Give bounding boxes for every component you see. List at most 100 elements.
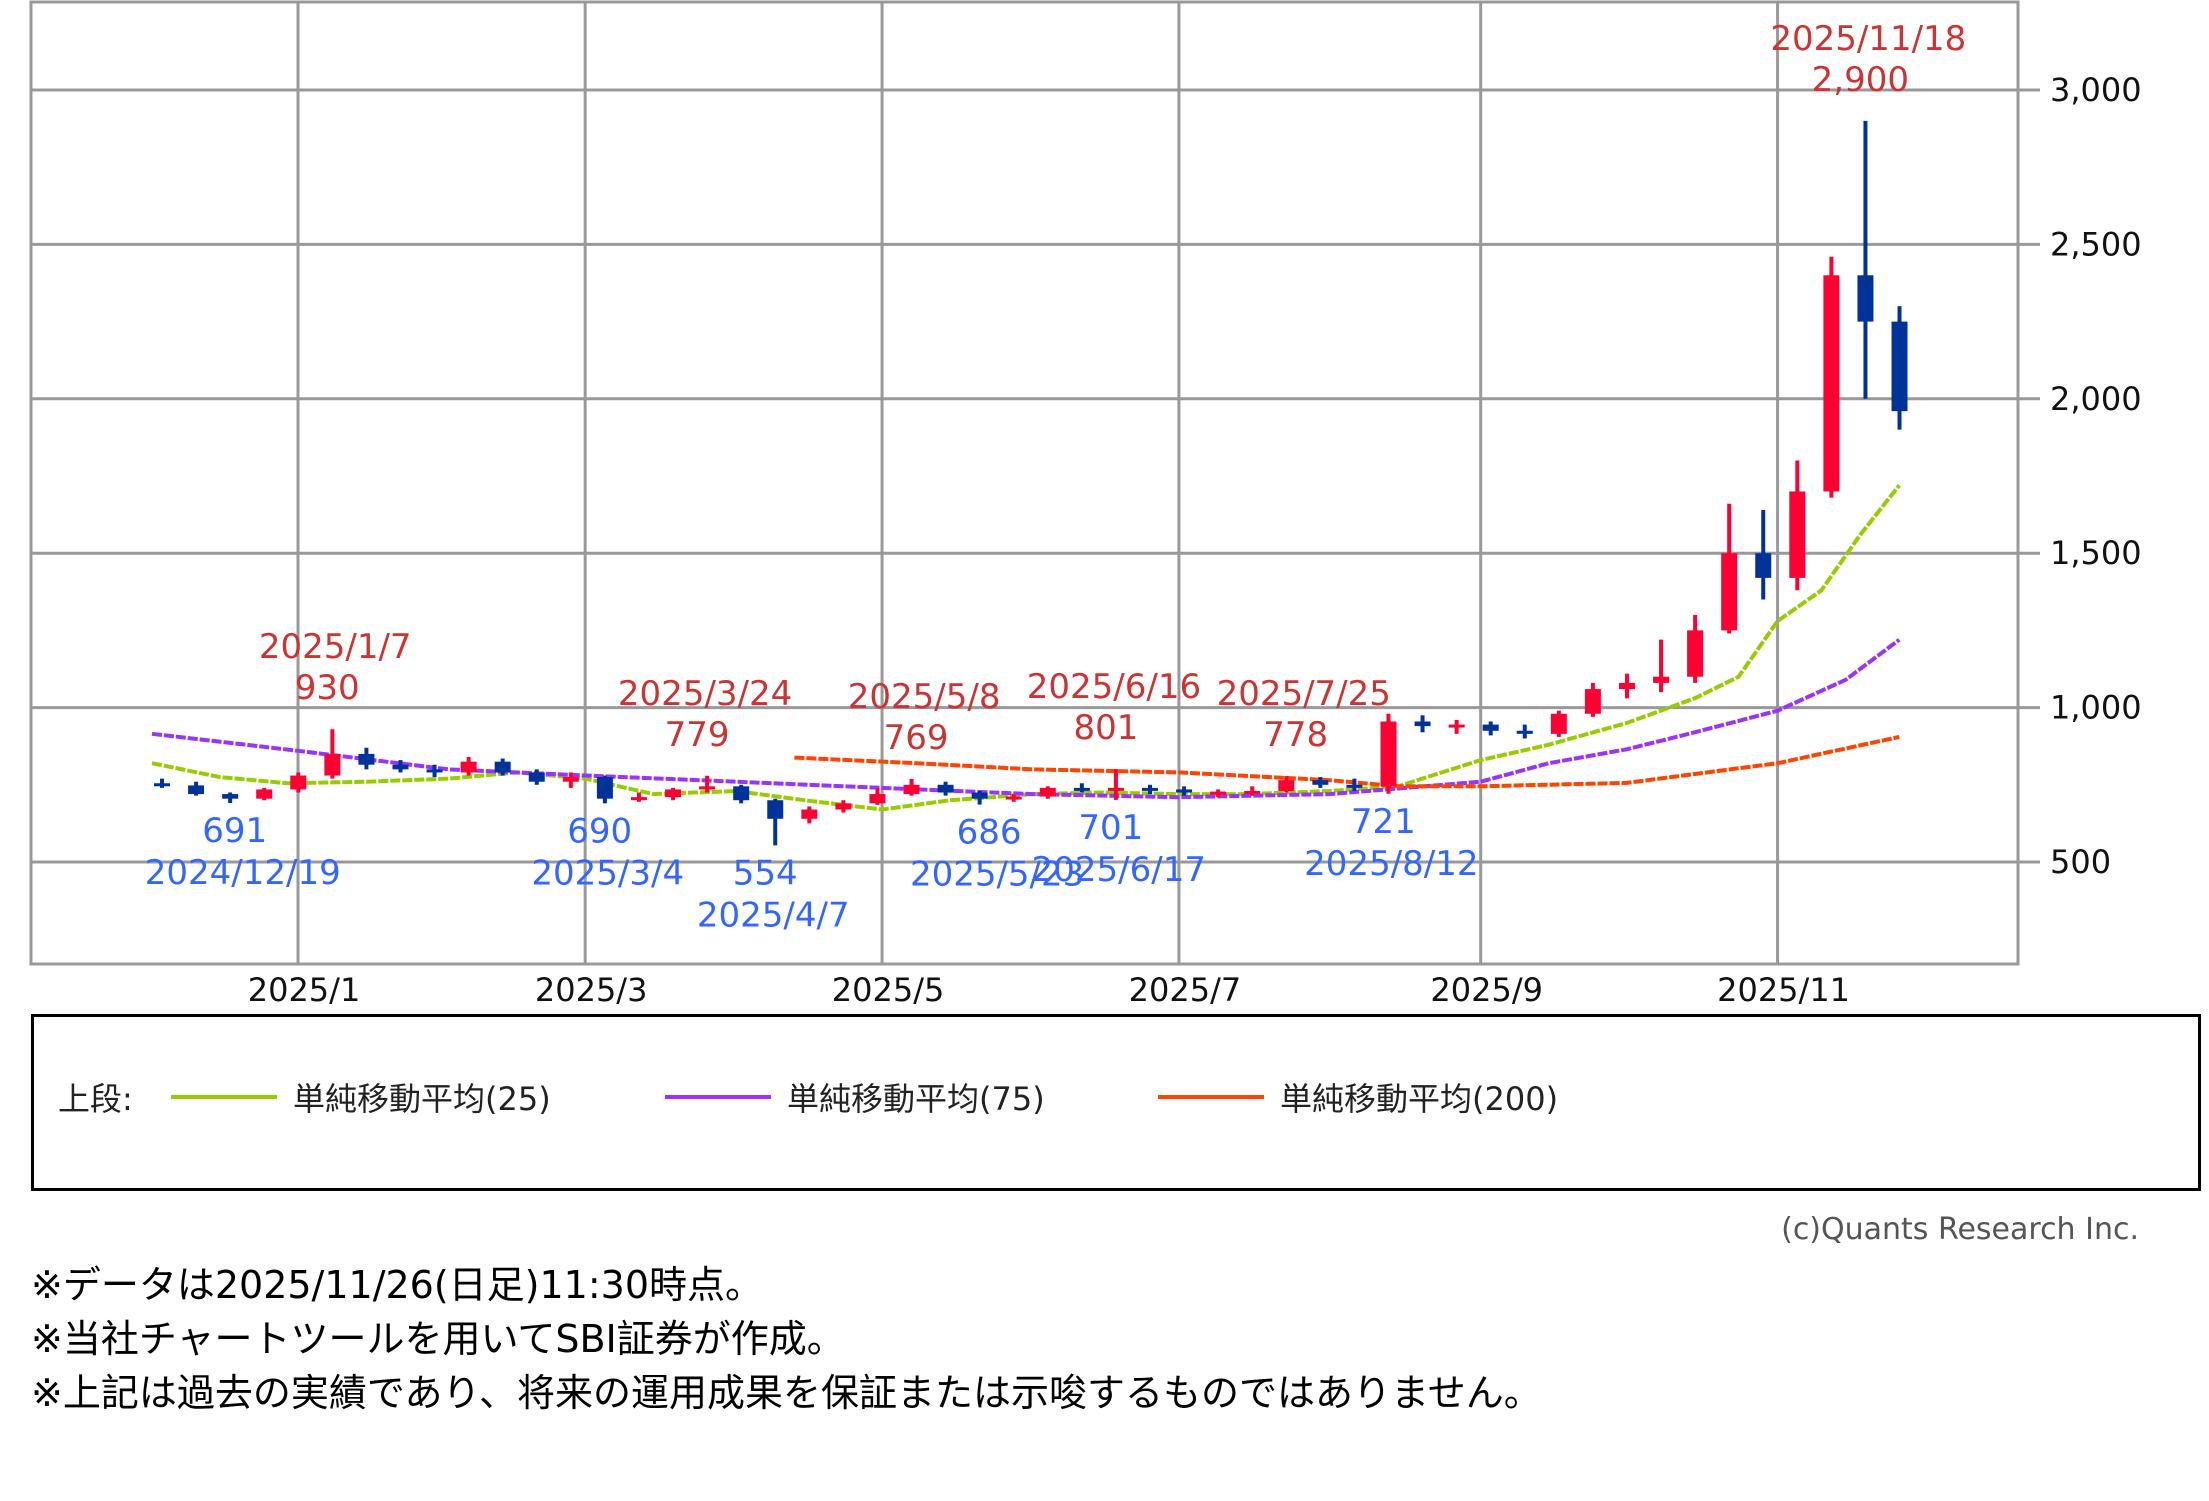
high-value-label: 930 [295,668,360,708]
low-date-label: 2025/5/23 [910,855,1084,895]
candle [699,775,716,793]
candle [1073,783,1090,793]
candle [1891,306,1908,430]
high-value-label: 778 [1263,715,1328,755]
candle [596,775,613,804]
x-tick-label: 2025/9 [1430,971,1543,1009]
candle-body [971,792,988,799]
legend-line-ma200 [1158,1095,1264,1099]
candle [1278,776,1295,793]
low-value-label: 690 [567,811,632,851]
x-tick-label: 2025/11 [1717,971,1850,1009]
candle-body [528,772,545,782]
candle-body [1755,553,1772,578]
legend-prefix: 上段: [58,1080,133,1118]
candle [630,792,647,802]
legend-label-ma25: 単純移動平均(25) [293,1080,551,1118]
candle [937,781,954,796]
low-date-label: 2025/3/4 [531,853,684,893]
high-date-label: 2025/11/18 [1770,19,1966,59]
candle [1448,719,1465,734]
candle-body [392,764,409,770]
candle [494,758,511,776]
candle [1005,794,1022,802]
low-value-label: 554 [733,853,798,893]
high-value-label: 769 [884,718,949,758]
candle-body [154,783,170,787]
y-tick-label: 2,500 [2050,225,2142,263]
candle-body [1823,275,1840,492]
candle [869,787,886,805]
legend: 上段: 単純移動平均(25) 単純移動平均(75) 単純移動平均(200) [31,1014,2201,1191]
low-value-label: 691 [202,811,267,851]
candle-body [1414,721,1431,727]
candle [1618,673,1635,699]
candle [528,769,545,785]
candle [733,784,750,804]
candle-body [460,761,477,773]
legend-line-ma75 [665,1095,771,1099]
y-tick-label: 1,500 [2050,534,2142,572]
candle [1516,724,1533,739]
candle-body [596,777,613,799]
candle-body [1005,796,1022,800]
candle [1653,639,1670,693]
candle [835,800,852,813]
candle [665,787,682,801]
candle-body [1312,780,1329,785]
candle-body [1687,630,1704,677]
candle [1755,509,1772,600]
candle [358,747,375,770]
y-tick-label: 500 [2050,843,2111,881]
candle [426,764,443,778]
candle-body [1073,787,1090,791]
legend-line-ma25 [171,1095,277,1099]
copyright: (c)Quants Research Inc. [1781,1212,2139,1247]
candle-body [1448,724,1465,728]
candle [1584,682,1601,717]
high-value-label: 779 [665,715,730,755]
candle-body [1857,275,1874,322]
high-date-label: 2025/5/8 [848,677,1001,717]
note-tool-source: ※当社チャートツールを用いてSBI証券が作成。 [31,1317,845,1361]
candle [1857,120,1874,399]
candle-body [1380,721,1397,787]
candle-body [222,794,239,799]
moving-average-ma25 [151,484,1901,812]
candle [1142,784,1159,795]
low-value-label: 701 [1078,808,1143,848]
candle-body [256,789,273,799]
x-tick-label: 2025/3 [535,971,648,1009]
candle-body [835,803,852,810]
candle [767,798,784,846]
candle [1721,503,1738,634]
y-tick-label: 2,000 [2050,380,2142,418]
candle-body [1176,789,1193,793]
low-date-label: 2025/6/17 [1032,850,1206,890]
candle-body [1107,787,1124,791]
high-low-annotations: 9302025/1/77792025/3/247692025/5/8801202… [145,19,1967,935]
candle-body [494,761,511,773]
candle-body [1482,724,1499,731]
candle [1107,769,1124,800]
candle [324,729,341,779]
stock-price-chart: 9302025/1/77792025/3/247692025/5/8801202… [29,0,2142,1009]
candle-body [1346,784,1363,788]
candle-body [1891,321,1908,412]
legend-item-ma75: 単純移動平均(75) [665,1074,1045,1120]
moving-average-ma75 [151,638,1901,800]
candle-body [665,789,682,798]
candle [1789,460,1806,591]
y-tick-label: 1,000 [2050,689,2142,727]
note-data-timestamp: ※データは2025/11/26(日足)11:30時点。 [31,1263,764,1307]
high-date-label: 2025/3/24 [618,674,792,714]
disclaimer-notes: ※データは2025/11/26(日足)11:30時点。 ※当社チャートツールを用… [31,1258,1542,1420]
low-date-label: 2025/8/12 [1304,844,1478,884]
candle-body [1721,553,1738,631]
candle-body [1789,491,1806,578]
legend-label-ma200: 単純移動平均(200) [1280,1080,1559,1118]
candle [1550,710,1567,737]
candle [256,787,273,801]
low-value-label: 686 [957,813,1022,853]
grid [31,2,2040,964]
